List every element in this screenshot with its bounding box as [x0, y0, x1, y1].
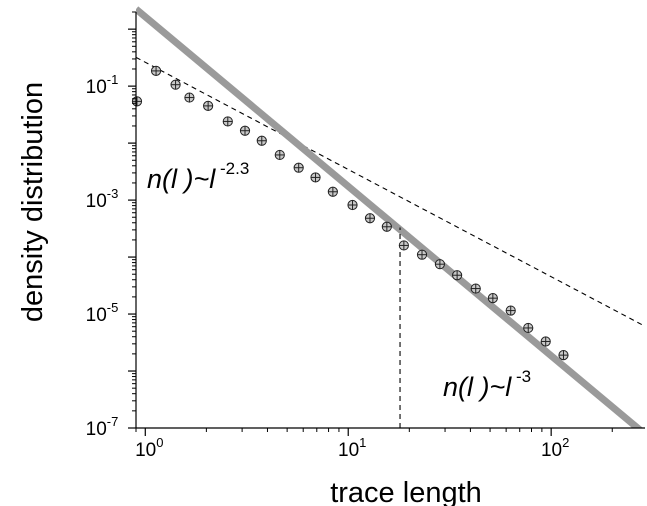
- data-point: [434, 259, 446, 270]
- data-point: [523, 322, 534, 334]
- x-tick-label: 100: [135, 435, 163, 461]
- y-tick-label-base: 10: [86, 419, 107, 440]
- data-point: [170, 79, 181, 90]
- y-tick-label: 10-5: [86, 300, 119, 326]
- data-point: [274, 149, 285, 161]
- y-tick-label-base: 10: [86, 77, 107, 98]
- x-tick-label: 101: [338, 435, 366, 461]
- data-point: [347, 199, 358, 211]
- x-tick-label-base: 10: [135, 440, 156, 461]
- x-tick-label-exp: 0: [156, 435, 163, 450]
- y-tick-label-exp: -3: [107, 186, 119, 201]
- data-point: [310, 172, 321, 183]
- data-point: [452, 270, 463, 281]
- x-tick-label: 102: [541, 435, 569, 461]
- x-tick-label-base: 10: [338, 440, 359, 461]
- data-point: [327, 186, 338, 197]
- x-tick-label-base: 10: [541, 440, 562, 461]
- y-axis-title: density distribution: [17, 82, 49, 322]
- x-axis-title: trace length: [330, 477, 482, 506]
- axes: [128, 11, 645, 436]
- data-point: [131, 96, 143, 107]
- fit-line-slope-2-3: [136, 56, 645, 327]
- data-point: [184, 92, 195, 103]
- data-point: [505, 305, 516, 316]
- data-point: [364, 213, 376, 224]
- data-point: [150, 65, 162, 77]
- y-tick-label-exp: -5: [107, 300, 119, 315]
- data-point: [558, 350, 569, 361]
- data-point: [416, 249, 428, 260]
- fit-line-slope-3: [136, 6, 644, 428]
- data-point: [203, 100, 214, 111]
- data-point: [540, 336, 551, 347]
- y-tick-label: 10-1: [86, 72, 119, 98]
- data-point: [222, 116, 233, 127]
- data-point: [293, 162, 304, 173]
- data-point: [487, 293, 498, 304]
- fit-lines: [136, 6, 645, 428]
- y-tick-label-base: 10: [86, 191, 107, 212]
- data-points: [131, 65, 569, 361]
- x-tick-label-exp: 1: [359, 435, 366, 450]
- data-point: [239, 125, 251, 136]
- data-point: [381, 221, 392, 232]
- annotation-fit-3: n(l )~l -3: [443, 367, 531, 402]
- x-tick-label-exp: 2: [562, 435, 569, 450]
- data-point: [398, 240, 409, 251]
- data-point: [470, 283, 481, 294]
- data-point: [256, 135, 267, 146]
- y-tick-label-base: 10: [86, 305, 107, 326]
- y-tick-label-exp: -7: [107, 414, 119, 429]
- y-tick-label-exp: -1: [107, 72, 119, 87]
- annotation-fit-2-3: n(l )~l -2.3: [147, 159, 249, 194]
- y-tick-label: 10-3: [86, 186, 119, 212]
- y-tick-label: 10-7: [86, 414, 119, 440]
